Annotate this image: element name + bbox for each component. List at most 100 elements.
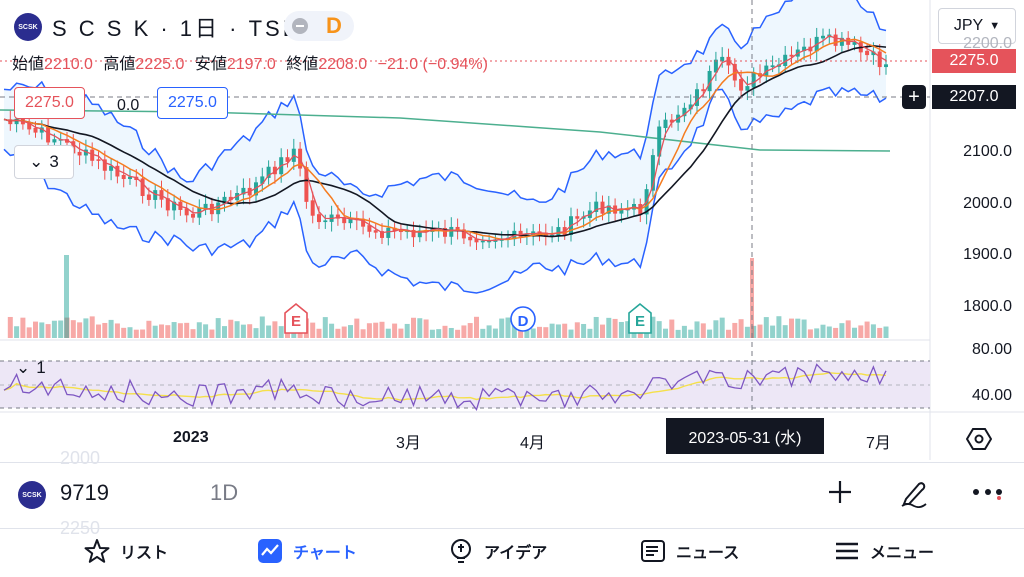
candle-body — [203, 203, 208, 210]
candle-body — [417, 230, 422, 238]
settings-hexagon-icon[interactable] — [965, 426, 993, 457]
candle-body — [184, 208, 189, 216]
volume-bar — [417, 318, 423, 338]
volume-bar — [713, 320, 719, 338]
more-options-icon[interactable] — [972, 486, 1004, 505]
ma-short-line — [3, 35, 887, 242]
volume-bar — [121, 327, 127, 338]
volume-bar — [555, 324, 561, 338]
rsi-collapse-button[interactable]: ⌄ 1 — [16, 358, 46, 378]
candle-body — [392, 227, 397, 232]
volume-bar — [127, 327, 133, 338]
volume-bar — [833, 327, 839, 338]
nav-item-list[interactable]: リスト — [84, 538, 168, 564]
candle-body — [83, 149, 88, 156]
volume-bar — [700, 323, 706, 338]
nav-item-chart[interactable]: チャート — [257, 538, 357, 564]
volume-bar — [474, 316, 479, 338]
volume-bar — [360, 329, 366, 338]
candle-body — [191, 213, 195, 218]
nav-item-menu[interactable]: メニュー — [834, 538, 934, 564]
candle-body — [669, 119, 674, 123]
adjustment-toggle[interactable]: D — [284, 11, 354, 41]
volume-bar — [140, 329, 146, 338]
rsi-line — [3, 363, 887, 412]
star-icon — [84, 539, 110, 563]
candle-body — [228, 196, 233, 201]
volume-bar — [398, 328, 404, 338]
volume-bar — [184, 322, 190, 338]
candle-body — [682, 107, 687, 117]
candle-body — [695, 89, 699, 106]
volume-bar — [600, 324, 605, 338]
volume-bar — [152, 325, 158, 338]
symbol-title[interactable]: S C S K · 1日 · TSE — [52, 16, 301, 41]
candle-body — [52, 139, 57, 143]
volume-bar — [215, 318, 221, 338]
price-chart[interactable]: E D E — [0, 0, 1024, 460]
volume-bar — [763, 317, 769, 338]
volume-bar — [663, 328, 668, 338]
volume-bar — [83, 318, 89, 338]
bollinger-fill — [4, 0, 886, 294]
volume-bar — [77, 322, 83, 338]
volume-bar — [650, 316, 656, 338]
add-plus-icon[interactable] — [826, 478, 854, 511]
candle-body — [789, 54, 794, 57]
candle-body — [871, 51, 876, 56]
candle-body — [411, 229, 416, 238]
indicators-collapse-button[interactable]: ⌄ 3 — [14, 145, 74, 179]
candle-body — [96, 159, 101, 161]
volume-bar — [839, 323, 845, 338]
candle-body — [33, 127, 38, 133]
indicator-value-left[interactable]: 2275.0 — [14, 87, 85, 119]
volume-bar — [70, 320, 76, 338]
volume-bar — [335, 328, 341, 338]
candle-body — [606, 205, 611, 214]
volume-bar — [606, 317, 612, 338]
rsi-indicator-count: 1 — [36, 358, 46, 377]
chart-area[interactable]: E D E — [0, 0, 1024, 460]
volume-bar — [316, 328, 322, 338]
volume-bar — [669, 319, 675, 338]
candle-body — [272, 166, 277, 175]
currency-selector[interactable]: JPY ▼ — [938, 8, 1016, 44]
volume-bar — [379, 321, 385, 338]
volume-bar — [209, 329, 215, 338]
volume-bar — [310, 322, 316, 338]
symbol-code[interactable]: 9719 — [60, 480, 109, 505]
nav-item-ideas[interactable]: アイデア — [448, 538, 547, 564]
price-tick: 1900.0 — [963, 246, 1012, 263]
nav-item-news[interactable]: ニュース — [640, 538, 739, 564]
volume-bar — [259, 316, 265, 338]
candle-body — [216, 202, 221, 215]
volume-bar — [51, 320, 57, 338]
chevron-down-icon: ⌄ — [16, 358, 31, 377]
candle-body — [310, 200, 315, 216]
volume-bar — [618, 321, 624, 338]
earnings-marker — [628, 302, 652, 334]
candle-body — [27, 122, 32, 130]
candle-body — [146, 194, 151, 200]
indicator-value-right[interactable]: 2275.0 — [157, 87, 228, 119]
high-label: 高値 — [103, 56, 136, 73]
volume-bar — [492, 328, 498, 338]
nav-label: メニュー — [870, 545, 935, 562]
candle-body — [688, 104, 693, 110]
interval-button[interactable]: 1D — [210, 480, 239, 505]
candle-body — [335, 214, 340, 219]
volume-bar — [64, 255, 69, 338]
add-alert-plus-icon[interactable]: + — [902, 85, 926, 109]
candle-body — [650, 155, 655, 191]
open-label: 始値 — [12, 56, 45, 73]
drawing-pen-icon[interactable] — [898, 476, 930, 513]
candle-body — [449, 226, 454, 237]
time-tick: 4月 — [520, 435, 545, 452]
candle-body — [713, 59, 718, 73]
volume-bar — [404, 323, 410, 338]
candle-body — [877, 51, 882, 68]
volume-bar — [114, 323, 120, 338]
volume-bar — [190, 329, 196, 338]
candle-body — [115, 165, 120, 177]
earnings-marker-label: E — [291, 313, 301, 330]
